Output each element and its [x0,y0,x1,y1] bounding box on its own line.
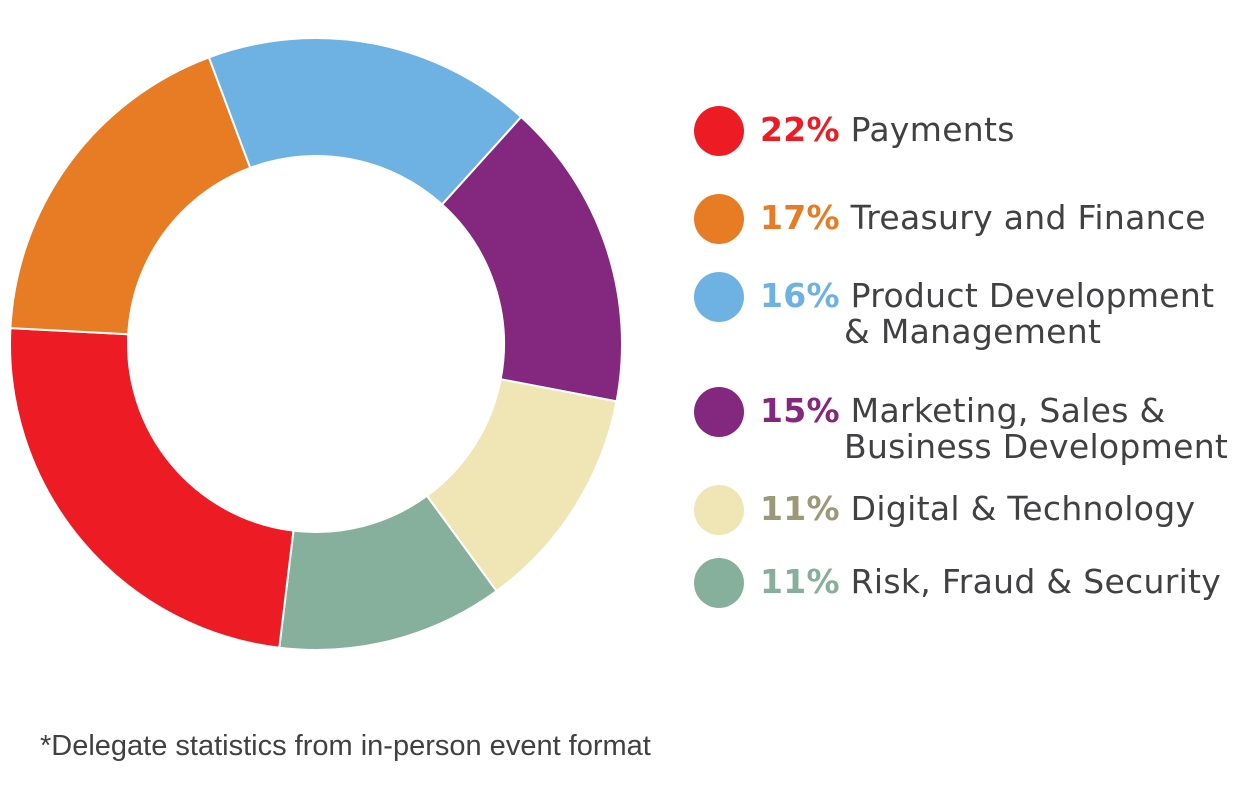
footnote: *Delegate statistics from in-person even… [40,730,651,762]
donut-slice-4 [440,115,623,403]
legend-text: 22% Payments [760,112,1015,148]
legend-percent: 11% [760,562,840,601]
legend-percent: 15% [760,391,840,430]
donut-slice-1 [9,327,295,649]
legend-label: Digital & Technology [839,489,1196,528]
legend-text: 17% Treasury and Finance [760,200,1206,236]
legend-swatch [694,194,744,244]
legend-label-line2: & Management [844,312,1102,351]
donut-slice-2 [9,56,252,336]
legend-text: 11% Risk, Fraud & Security [760,564,1221,600]
legend-label: Product Development [839,276,1215,315]
legend-text: 11% Digital & Technology [760,491,1195,527]
legend-label: Risk, Fraud & Security [839,562,1222,601]
legend-percent: 17% [760,198,840,237]
donut-chart [9,37,623,651]
legend-label: Payments [839,110,1015,149]
legend-text: 15% Marketing, Sales & Business Developme… [760,393,1228,465]
legend-text: 16% Product Development & Management [760,278,1214,350]
legend-swatch [694,485,744,535]
legend-percent: 16% [760,276,840,315]
legend-percent: 22% [760,110,840,149]
legend-label-line2: Business Development [844,427,1229,466]
legend-label: Treasury and Finance [839,198,1206,237]
legend-swatch [694,272,744,322]
legend-label: Marketing, Sales & [839,391,1166,430]
legend-swatch [694,106,744,156]
legend-percent: 11% [760,489,840,528]
donut-slice-3 [207,37,523,206]
legend-swatch [694,558,744,608]
legend-swatch [694,387,744,437]
